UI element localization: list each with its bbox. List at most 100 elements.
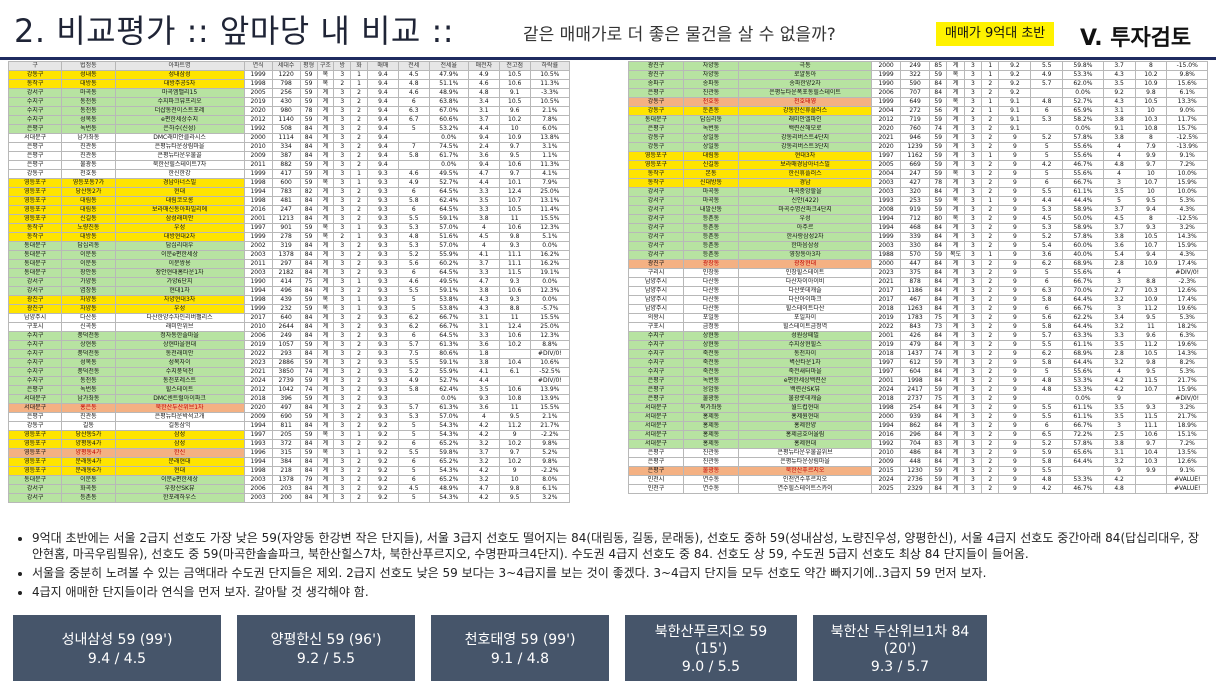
table-cell: 447: [900, 259, 931, 269]
table-cell: 2: [350, 358, 368, 368]
table-cell: 2: [350, 385, 368, 395]
table-cell: 9: [998, 385, 1032, 395]
table-cell: 3: [963, 205, 983, 215]
table-cell: 843: [900, 322, 931, 332]
table-cell: 풍덕천동: [61, 349, 116, 359]
table-cell: 계: [316, 403, 335, 413]
table-cell: 2: [350, 367, 368, 377]
table-cell: 3: [963, 223, 983, 233]
table-cell: 9: [998, 475, 1032, 485]
table-cell: 남양주시: [628, 277, 684, 287]
table-cell: 동대문구: [7, 259, 63, 269]
table-row: 서대문구 홍은동 북한산두산위브1차 2020 497 84 계 3 2 9.3 5.7 61.3% 3…: [7, 403, 571, 413]
table-cell: 59: [929, 475, 948, 485]
table-cell: 55.6%: [1062, 268, 1104, 278]
table-cell: 10.8: [1134, 124, 1168, 134]
table-row: 강동구 천호동 천호태영 1999 649 59 복 3 1 9.1 4.8 52.7% 4.3 10.5…: [628, 97, 1208, 107]
table-cell: 59.1%: [428, 358, 469, 368]
table-cell: 영등포구: [7, 178, 63, 188]
table-cell: 녹번동: [61, 124, 116, 134]
table-cell: 응암동: [683, 385, 739, 395]
table-cell: 영등포구: [628, 160, 684, 170]
table-cell: 동대문구: [628, 115, 684, 125]
table-cell: 강서구: [7, 493, 63, 503]
table-cell: 2: [350, 187, 368, 197]
table-cell: 10.6: [498, 79, 531, 89]
table-cell: [1030, 88, 1064, 98]
table-cell: 61.1%: [1062, 340, 1104, 350]
table-cell: 9: [998, 133, 1032, 143]
table-cell: 5.4: [1030, 241, 1064, 251]
table-cell: 보라매신동아파밀리에: [114, 205, 245, 215]
table-cell: 10.2: [498, 340, 531, 350]
table-cell: 보라매경남아너스빌: [737, 160, 873, 170]
table-cell: 은평뉴타운박석고개: [114, 412, 245, 422]
table-cell: 1998: [243, 196, 273, 206]
table-cell: 66.7%: [428, 313, 469, 323]
table-cell: 5.5: [397, 358, 430, 368]
table-cell: 이문e편한세상: [114, 250, 245, 260]
table-cell: 9: [998, 430, 1032, 440]
table-cell: 12.4: [498, 322, 531, 332]
table-cell: 604: [900, 367, 931, 377]
table-row: 수지구 풍덕천동 동천래미안 2022 293 84 계 3 2 9.3 7.5 80.6% 1.8 #D…: [7, 349, 571, 359]
table-cell: 한신: [114, 448, 245, 458]
table-cell: 계: [946, 286, 965, 296]
table-cell: 은평구: [7, 142, 63, 152]
table-cell: 10: [1134, 169, 1168, 179]
table-cell: 10.6: [498, 223, 531, 233]
card-value: 9.3 / 5.7: [870, 659, 930, 675]
table-cell: 상일동: [683, 133, 739, 143]
table-cell: 계: [946, 331, 965, 341]
table-cell: 84: [299, 268, 318, 278]
table-cell: 2000: [871, 61, 902, 71]
table-cell: 16.2%: [529, 250, 571, 260]
table-row: 수지구 상현동 수지상현힐스 2019 479 84 계 3 2 9 5.5 61.1% 3.5 11.2…: [628, 340, 1208, 350]
table-cell: 4: [1102, 367, 1136, 377]
table-cell: 8.8: [1134, 277, 1168, 287]
table-cell: 계: [316, 358, 335, 368]
table-cell: 10.6: [498, 385, 531, 395]
table-cell: 계: [316, 142, 335, 152]
table-cell: 2020: [243, 106, 273, 116]
table-cell: 12.3%: [529, 331, 571, 341]
table-cell: 1990: [871, 79, 902, 89]
table-cell: 연수동: [683, 484, 739, 494]
table-cell: 66.7%: [428, 322, 469, 332]
table-cell: 2417: [900, 385, 931, 395]
table-cell: 복: [316, 79, 335, 89]
table-cell: 496: [271, 286, 301, 296]
card-name: 북한산푸르지오 59: [654, 624, 768, 640]
table-cell: 9.2: [998, 70, 1032, 80]
table-cell: 4.2: [1030, 484, 1064, 494]
table-cell: 강서구: [7, 484, 63, 494]
table-cell: 3: [333, 142, 352, 152]
table-cell: 84: [929, 223, 948, 233]
table-cell: 878: [900, 277, 931, 287]
table-cell: 동천포레스트: [114, 376, 245, 386]
table-row: 은평구 진관동 은평뉴타운폭포동힐스테이트 2006 707 84 계 3 2 9.2 0.0% 9.…: [628, 88, 1208, 98]
table-cell: 9.5: [498, 493, 531, 503]
table-row: 수지구 죽전동 벽산타운1차 1997 612 59 계 3 2 9 5.8 64.4% 3.2 9.8 8…: [628, 358, 1208, 368]
table-row: 영등포구 문래동6가 현대 1998 218 84 계 3 2 9.2 5 54.3% 4.2 9 -2.2…: [7, 466, 571, 476]
table-cell: 2018: [871, 304, 902, 314]
table-cell: 6.1%: [1166, 88, 1208, 98]
table-cell: 9: [998, 394, 1032, 404]
table-cell: 5: [397, 466, 430, 476]
table-cell: 2024: [871, 475, 902, 485]
table-cell: 3: [963, 250, 983, 260]
table-cell: 10.1: [498, 178, 531, 188]
table-cell: 9.9: [1134, 151, 1168, 161]
table-cell: 59: [299, 430, 318, 440]
table-cell: 9.3: [498, 277, 531, 287]
table-cell: 3: [963, 403, 983, 413]
table-cell: 2.8: [1102, 349, 1136, 359]
table-cell: 1: [350, 169, 368, 179]
table-cell: 9.2: [366, 439, 399, 449]
table-cell: 72.2%: [1062, 430, 1104, 440]
table-cell: 84: [299, 313, 318, 323]
column-header: 화: [350, 61, 368, 71]
table-cell: 9.3: [366, 367, 399, 377]
table-cell: 11.5: [498, 268, 531, 278]
candidate-card: 성내삼성 59 (99') 9.4 / 4.5: [13, 615, 221, 681]
